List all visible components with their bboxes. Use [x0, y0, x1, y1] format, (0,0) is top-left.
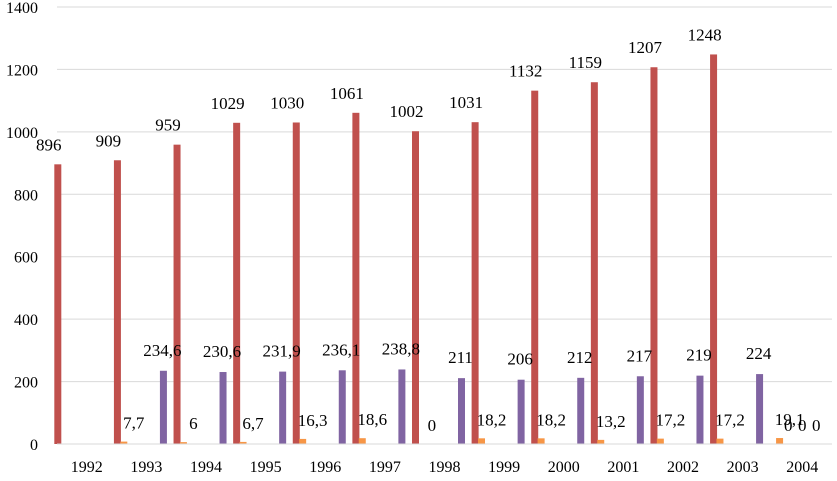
x-tick-label: 1998 — [429, 459, 461, 476]
data-label: 1031 — [449, 93, 483, 112]
data-label: 6,7 — [242, 414, 264, 433]
bar — [233, 122, 241, 445]
bar — [173, 144, 181, 444]
bars — [54, 54, 784, 445]
x-tick-label: 2001 — [607, 459, 639, 476]
data-label: 1029 — [211, 94, 245, 113]
data-label: 0 — [428, 416, 437, 435]
bar — [299, 438, 307, 444]
data-label: 1030 — [270, 93, 304, 112]
data-label: 0 — [812, 416, 821, 435]
gridlines — [57, 6, 832, 383]
bar — [636, 376, 644, 444]
data-label: 219 — [686, 346, 712, 365]
y-tick-label: 0 — [30, 437, 38, 454]
data-label: 909 — [96, 131, 122, 150]
bar — [179, 442, 187, 444]
x-tick-label: 2002 — [667, 459, 699, 476]
x-tick-label: 1993 — [130, 459, 162, 476]
x-tick-label: 2003 — [727, 459, 759, 476]
data-label: 1061 — [330, 84, 364, 103]
bar — [54, 164, 62, 444]
y-tick-label: 1200 — [6, 62, 38, 79]
data-label: 17,2 — [715, 411, 745, 430]
data-label: 6 — [189, 414, 198, 433]
bar — [358, 438, 366, 444]
bar — [537, 438, 545, 444]
data-label: 217 — [627, 346, 653, 365]
bar — [517, 379, 525, 444]
x-tick-label: 2004 — [786, 459, 818, 476]
bar — [279, 371, 287, 444]
bar — [113, 160, 121, 444]
x-tick-label: 1992 — [71, 459, 103, 476]
y-tick-label: 1400 — [6, 0, 38, 17]
bar — [597, 439, 605, 444]
bar — [716, 438, 724, 444]
bar — [458, 378, 465, 444]
data-labels: 896 909 959 1029 1030 1061 1002 1031 1132 1159 120… — [36, 25, 820, 435]
data-label: 16,3 — [298, 411, 328, 430]
data-label: 19,1 — [775, 410, 805, 429]
data-label: 959 — [155, 116, 181, 135]
data-label: 7,7 — [123, 414, 145, 433]
bar — [412, 131, 419, 445]
data-label: 212 — [567, 348, 593, 367]
data-label: 0 — [798, 416, 807, 435]
bar — [352, 112, 360, 444]
y-tick-label: 800 — [14, 187, 38, 204]
bar — [338, 370, 346, 444]
data-label: 1002 — [390, 102, 424, 121]
bar — [656, 438, 664, 444]
bar — [710, 54, 718, 445]
bar — [292, 122, 300, 444]
data-label: 1132 — [509, 62, 542, 81]
data-label: 206 — [507, 350, 533, 369]
bar — [696, 375, 704, 444]
x-axis: 1992 1993 1994 1995 1996 1997 1998 1999 2000 2001… — [57, 443, 832, 476]
x-tick-label: 1996 — [309, 459, 341, 476]
data-label: 1248 — [688, 25, 722, 44]
data-label: 230,6 — [203, 342, 241, 361]
bar — [120, 441, 128, 444]
x-tick-label: 1994 — [190, 459, 222, 476]
data-label: 1159 — [569, 53, 602, 72]
bar — [398, 369, 406, 444]
y-tick-label: 1000 — [6, 125, 38, 142]
bar — [159, 370, 167, 444]
data-label: 224 — [746, 344, 772, 363]
bar — [756, 374, 764, 444]
y-tick-label: 600 — [14, 250, 38, 267]
data-label: 234,6 — [143, 341, 181, 360]
data-label: 18,2 — [536, 410, 566, 429]
data-label: 1207 — [628, 38, 663, 57]
bar — [531, 90, 539, 444]
data-label: 18,6 — [357, 410, 387, 429]
y-axis: 0 200 400 600 800 1000 1200 1400 — [6, 0, 38, 454]
bar — [776, 438, 784, 444]
bar — [471, 122, 479, 444]
data-label: 0 — [784, 416, 793, 435]
bar — [650, 67, 658, 445]
data-label: 17,2 — [655, 411, 685, 430]
data-label: 231,9 — [263, 342, 301, 361]
data-label: 896 — [36, 135, 62, 154]
data-label: 211 — [448, 348, 473, 367]
y-tick-label: 400 — [14, 312, 38, 329]
data-label: 18,2 — [477, 410, 507, 429]
data-label: 238,8 — [382, 339, 420, 358]
data-label: 236,1 — [322, 340, 360, 359]
x-tick-label: 1999 — [488, 459, 520, 476]
x-tick-label: 1997 — [369, 459, 401, 476]
bar — [478, 438, 485, 444]
bar — [577, 377, 585, 444]
data-label: 13,2 — [596, 412, 626, 431]
x-tick-label: 1995 — [250, 459, 282, 476]
bar — [590, 82, 598, 444]
bar — [219, 372, 227, 444]
bar — [239, 441, 247, 444]
x-tick-label: 2000 — [548, 459, 580, 476]
y-tick-label: 200 — [14, 375, 38, 392]
